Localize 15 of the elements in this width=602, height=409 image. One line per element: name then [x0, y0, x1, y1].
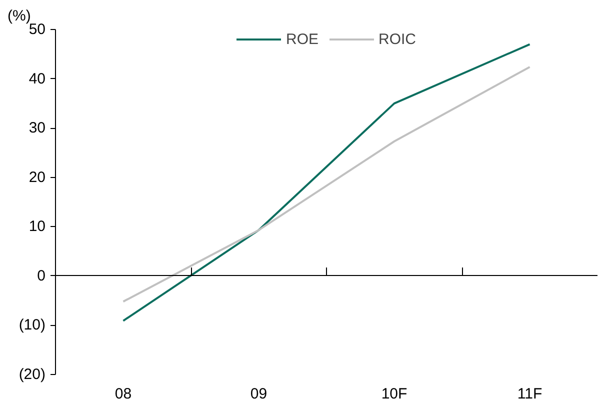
x-tick-label: 08	[114, 386, 132, 402]
y-tick-label: 20	[28, 168, 46, 186]
y-axis-title: (%)	[8, 8, 31, 24]
y-tick-label: (20)	[18, 366, 46, 383]
y-tick-label: 30	[28, 120, 46, 137]
y-tick-label: 10	[28, 218, 46, 236]
x-tick-label: 10F	[381, 386, 408, 402]
y-tick-label: 50	[28, 21, 46, 38]
y-tick-label: (10)	[18, 316, 46, 334]
y-tick-label: 40	[28, 70, 46, 88]
y-tick-label: 0	[37, 267, 46, 284]
x-tick-label: 09	[250, 386, 268, 402]
legend-label: ROIC	[378, 30, 416, 48]
x-tick-label: 11F	[517, 386, 542, 402]
legend-label: ROE	[286, 30, 319, 48]
